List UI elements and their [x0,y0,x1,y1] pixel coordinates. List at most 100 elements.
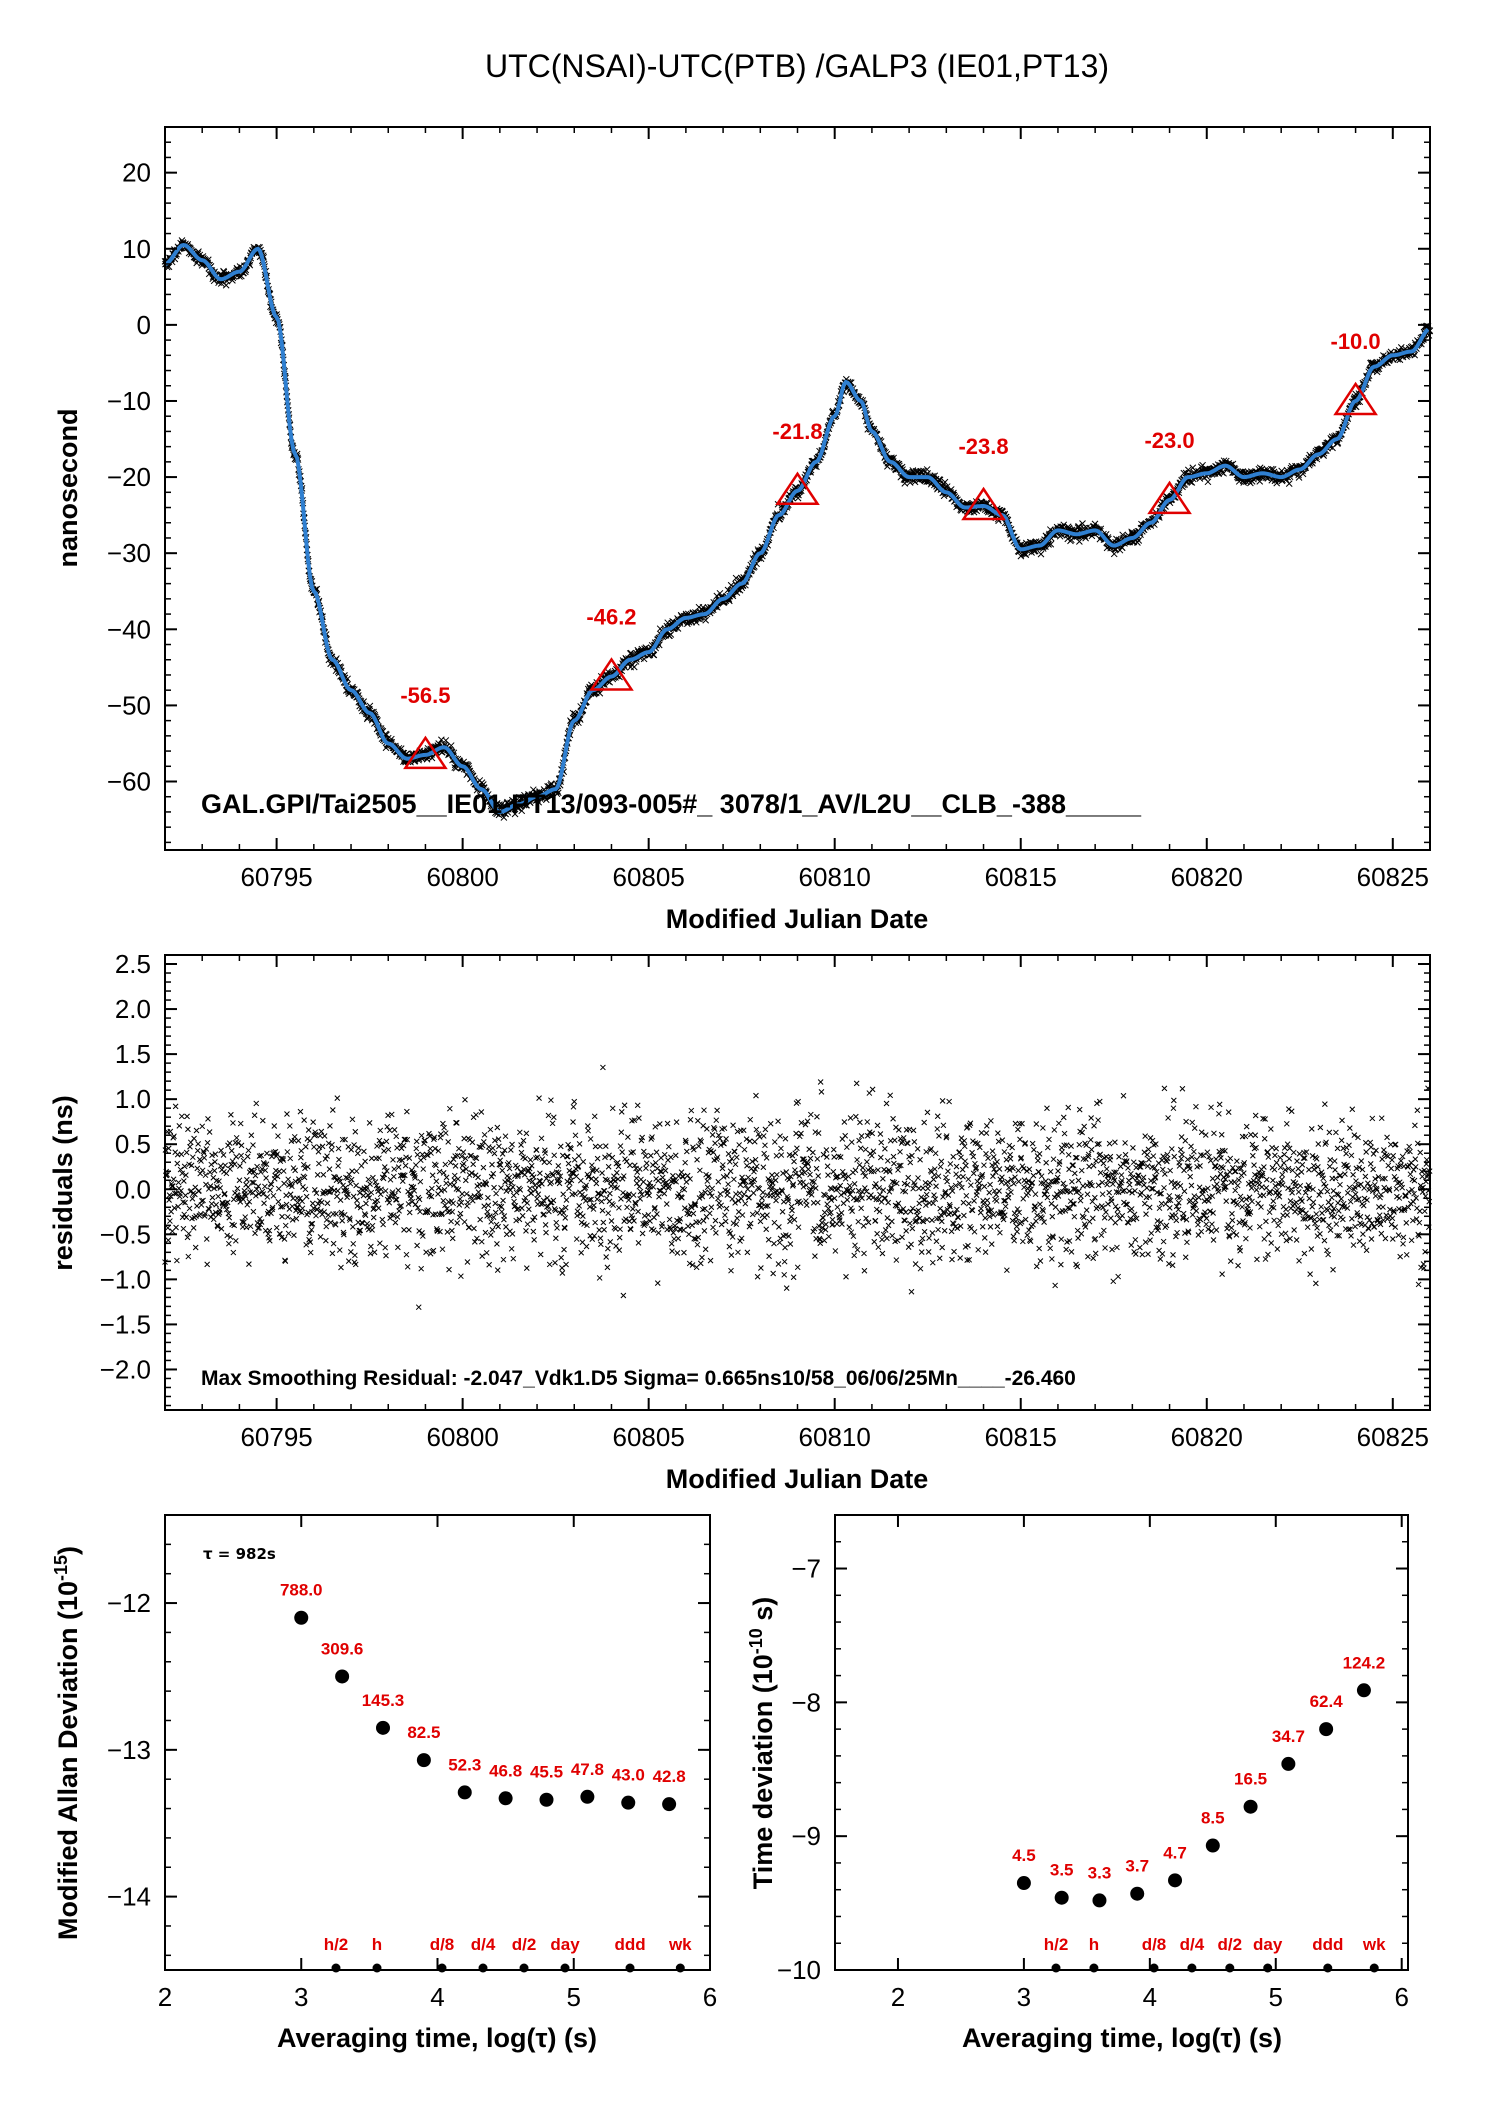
residual-point [818,1228,824,1235]
residual-point [890,1115,896,1122]
residual-point [299,1205,306,1212]
residual-point [174,1257,180,1264]
residual-point [280,1168,287,1174]
residual-point [553,1219,560,1226]
residual-point [282,1222,289,1229]
residual-point [601,1187,608,1194]
residual-point [183,1214,190,1221]
residual-point [803,1198,809,1204]
y-tick-label: −40 [107,614,151,644]
residual-point [449,1227,455,1234]
residual-point [393,1133,400,1140]
residual-point [640,1148,647,1155]
residual-point [368,1243,374,1250]
residual-point [287,1155,294,1162]
residual-point [413,1162,419,1168]
residual-point [445,1139,452,1145]
raw-point [1204,478,1212,486]
residual-point [650,1184,657,1190]
residual-point [704,1184,711,1191]
residual-point [600,1219,607,1226]
residual-point [554,1225,560,1231]
residual-point [601,1226,607,1233]
residual-point [815,1173,822,1179]
residual-point [428,1185,435,1192]
residual-point [754,1210,761,1216]
residual-point [860,1223,867,1229]
residual-point [253,1100,260,1107]
residual-point [925,1249,932,1255]
residual-point [517,1187,524,1193]
residual-point [494,1267,501,1273]
residual-point [931,1172,938,1178]
residual-point [423,1249,429,1256]
residual-point [817,1240,824,1247]
residual-point [462,1177,469,1184]
residual-point [382,1244,389,1251]
residual-point [731,1176,737,1183]
residual-point [592,1143,599,1150]
residual-point [661,1190,668,1197]
residual-point [738,1195,745,1202]
residual-point [937,1163,944,1170]
residual-point [619,1149,626,1156]
residual-point [754,1273,761,1280]
residual-point [807,1171,813,1178]
residual-point [379,1216,386,1223]
residual-point [321,1133,328,1139]
residual-point [458,1273,464,1280]
residual-point [482,1229,489,1236]
residual-point [348,1176,355,1183]
residual-point [313,1212,319,1219]
residual-point [440,1120,446,1127]
residual-point [662,1167,669,1174]
residual-point [778,1145,784,1152]
residual-point [885,1199,892,1206]
residual-point [591,1113,598,1120]
residual-point [616,1234,623,1241]
residual-point [245,1147,252,1154]
residual-point [433,1178,440,1185]
raw-point [630,663,638,671]
residual-point [924,1109,931,1116]
residual-point [675,1235,682,1242]
raw-point [1134,539,1141,546]
residual-point [234,1185,241,1192]
residual-point [814,1156,821,1162]
residual-point [872,1217,879,1224]
residual-point [439,1246,446,1253]
residual-point [634,1102,641,1109]
residual-point [596,1275,603,1281]
residual-point [368,1189,375,1196]
residual-point [573,1173,580,1180]
residual-point [180,1178,187,1184]
residual-point [898,1140,905,1146]
residual-point [652,1159,659,1166]
residual-point [284,1149,291,1155]
residual-point [917,1156,923,1163]
smoothing-fit-line [164,242,1430,814]
residual-point [722,1212,728,1219]
residual-point [412,1201,419,1208]
residual-point [943,1174,949,1181]
residual-point [493,1190,499,1197]
residual-point [367,1250,374,1257]
raw-point [500,814,508,821]
residual-point [803,1202,810,1209]
raw-point [667,631,675,638]
residual-point [701,1107,707,1114]
residual-point [633,1175,640,1182]
residual-point [485,1194,491,1201]
residual-point [918,1249,925,1255]
residual-point [440,1170,447,1176]
residual-point [776,1224,782,1230]
residual-point [489,1145,496,1152]
residual-point [731,1148,738,1155]
residual-point [270,1192,277,1199]
residual-point [243,1176,250,1183]
marker-label: -10.0 [1331,329,1381,354]
residual-point [563,1197,570,1203]
residual-point [176,1122,183,1129]
residual-point [776,1239,783,1246]
residual-point [843,1144,850,1151]
